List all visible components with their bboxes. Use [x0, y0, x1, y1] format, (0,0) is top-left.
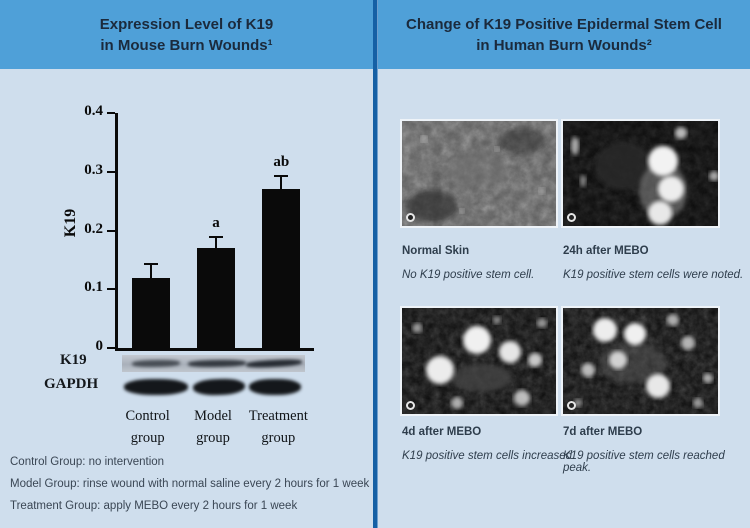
micrograph-24h — [561, 119, 720, 228]
scale-marker-icon — [567, 401, 576, 410]
y-tick-mark — [107, 229, 115, 232]
micrograph-4d — [400, 306, 558, 416]
error-bar — [215, 236, 217, 249]
left-title-line1: Expression Level of K19 — [99, 15, 274, 33]
y-tick-mark — [107, 112, 115, 114]
k19-band-model — [187, 359, 247, 368]
y-tick-label: 0 — [95, 338, 104, 354]
gapdh-band-control — [124, 379, 188, 395]
category-label-control: Control group — [100, 405, 196, 449]
footnotes: Control Group: no intervention Model Gro… — [10, 451, 370, 517]
footnote-model: Model Group: rinse wound with normal sal… — [10, 478, 370, 490]
y-tick-mark — [107, 347, 115, 349]
bar-plot: 0 0.1 0.2 0.3 0.4 a ab — [84, 103, 314, 354]
figure-caption-4d: K19 positive stem cells increased. — [402, 450, 576, 462]
figure-label-normal-skin: Normal Skin — [402, 245, 470, 257]
y-tick-label: 0.2 — [84, 220, 103, 237]
bar-model — [197, 248, 235, 348]
micrograph-24h-image — [563, 121, 719, 226]
bar-treatment — [262, 189, 301, 348]
category-line1: Control — [125, 408, 170, 424]
category-line2: group — [196, 430, 230, 446]
footnote-treatment: Treatment Group: apply MEBO every 2 hour… — [10, 500, 298, 512]
error-bar — [280, 174, 283, 190]
category-line2: group — [130, 430, 165, 446]
significance-label: a — [212, 215, 220, 232]
scale-marker-icon — [406, 213, 415, 222]
k19-blot-strip — [122, 355, 305, 372]
y-tick-label: 0.4 — [84, 103, 103, 119]
right-panel: Change of K19 Positive Epidermal Stem Ce… — [378, 0, 750, 528]
micrograph-normal-skin-image — [402, 121, 556, 226]
left-panel-header: Expression Level of K19 in Mouse Burn Wo… — [0, 0, 373, 69]
category-line2: group — [261, 430, 296, 446]
category-label-model: Model group — [165, 405, 261, 449]
micrograph-4d-image — [402, 308, 556, 414]
error-bar-cap — [274, 174, 289, 177]
blot-row-label-gapdh: GAPDH — [44, 376, 99, 392]
right-title-line2: in Human Burn Wounds² — [476, 36, 652, 54]
error-bar-cap — [209, 236, 223, 239]
category-line1: Model — [194, 408, 232, 424]
y-tick-label: 0.3 — [84, 161, 103, 178]
error-bar — [149, 262, 152, 278]
footnote-control: Control Group: no intervention — [10, 456, 165, 468]
bar-control — [131, 277, 170, 348]
y-tick-label: 0.1 — [84, 279, 103, 296]
micrograph-7d — [561, 306, 720, 416]
category-line1: Treatment — [248, 408, 308, 424]
blot-row-label-k19: K19 — [60, 352, 87, 368]
micrograph-normal-skin — [400, 119, 558, 228]
left-panel: Expression Level of K19 in Mouse Burn Wo… — [0, 0, 373, 528]
panel-divider — [373, 0, 378, 528]
gapdh-band-model — [192, 378, 246, 396]
figure-label-24h: 24h after MEBO — [563, 245, 649, 257]
right-title-line1: Change of K19 Positive Epidermal Stem Ce… — [406, 15, 722, 33]
category-label-treatment: Treatment group — [230, 405, 326, 449]
figure-caption-normal-skin: No K19 positive stem cell. — [402, 269, 535, 281]
y-tick-mark — [107, 288, 115, 291]
figure-caption-7d: K19 positive stem cells reached peak. — [563, 450, 725, 474]
left-title-line2: in Mouse Burn Wounds¹ — [100, 36, 273, 54]
right-panel-header: Change of K19 Positive Epidermal Stem Ce… — [378, 0, 750, 69]
scale-marker-icon — [406, 401, 415, 410]
k19-band-control — [131, 359, 181, 368]
figure-label-4d: 4d after MEBO — [402, 426, 482, 438]
k19-band-treatment — [245, 358, 303, 369]
significance-label: ab — [273, 153, 290, 170]
error-bar-cap — [143, 262, 158, 265]
figure-caption-24h: K19 positive stem cells were noted. — [563, 269, 744, 281]
figure-label-7d: 7d after MEBO — [563, 426, 643, 438]
scale-marker-icon — [567, 213, 576, 222]
gapdh-band-treatment — [249, 379, 301, 395]
micrograph-7d-image — [563, 308, 718, 414]
y-tick-mark — [107, 170, 115, 173]
